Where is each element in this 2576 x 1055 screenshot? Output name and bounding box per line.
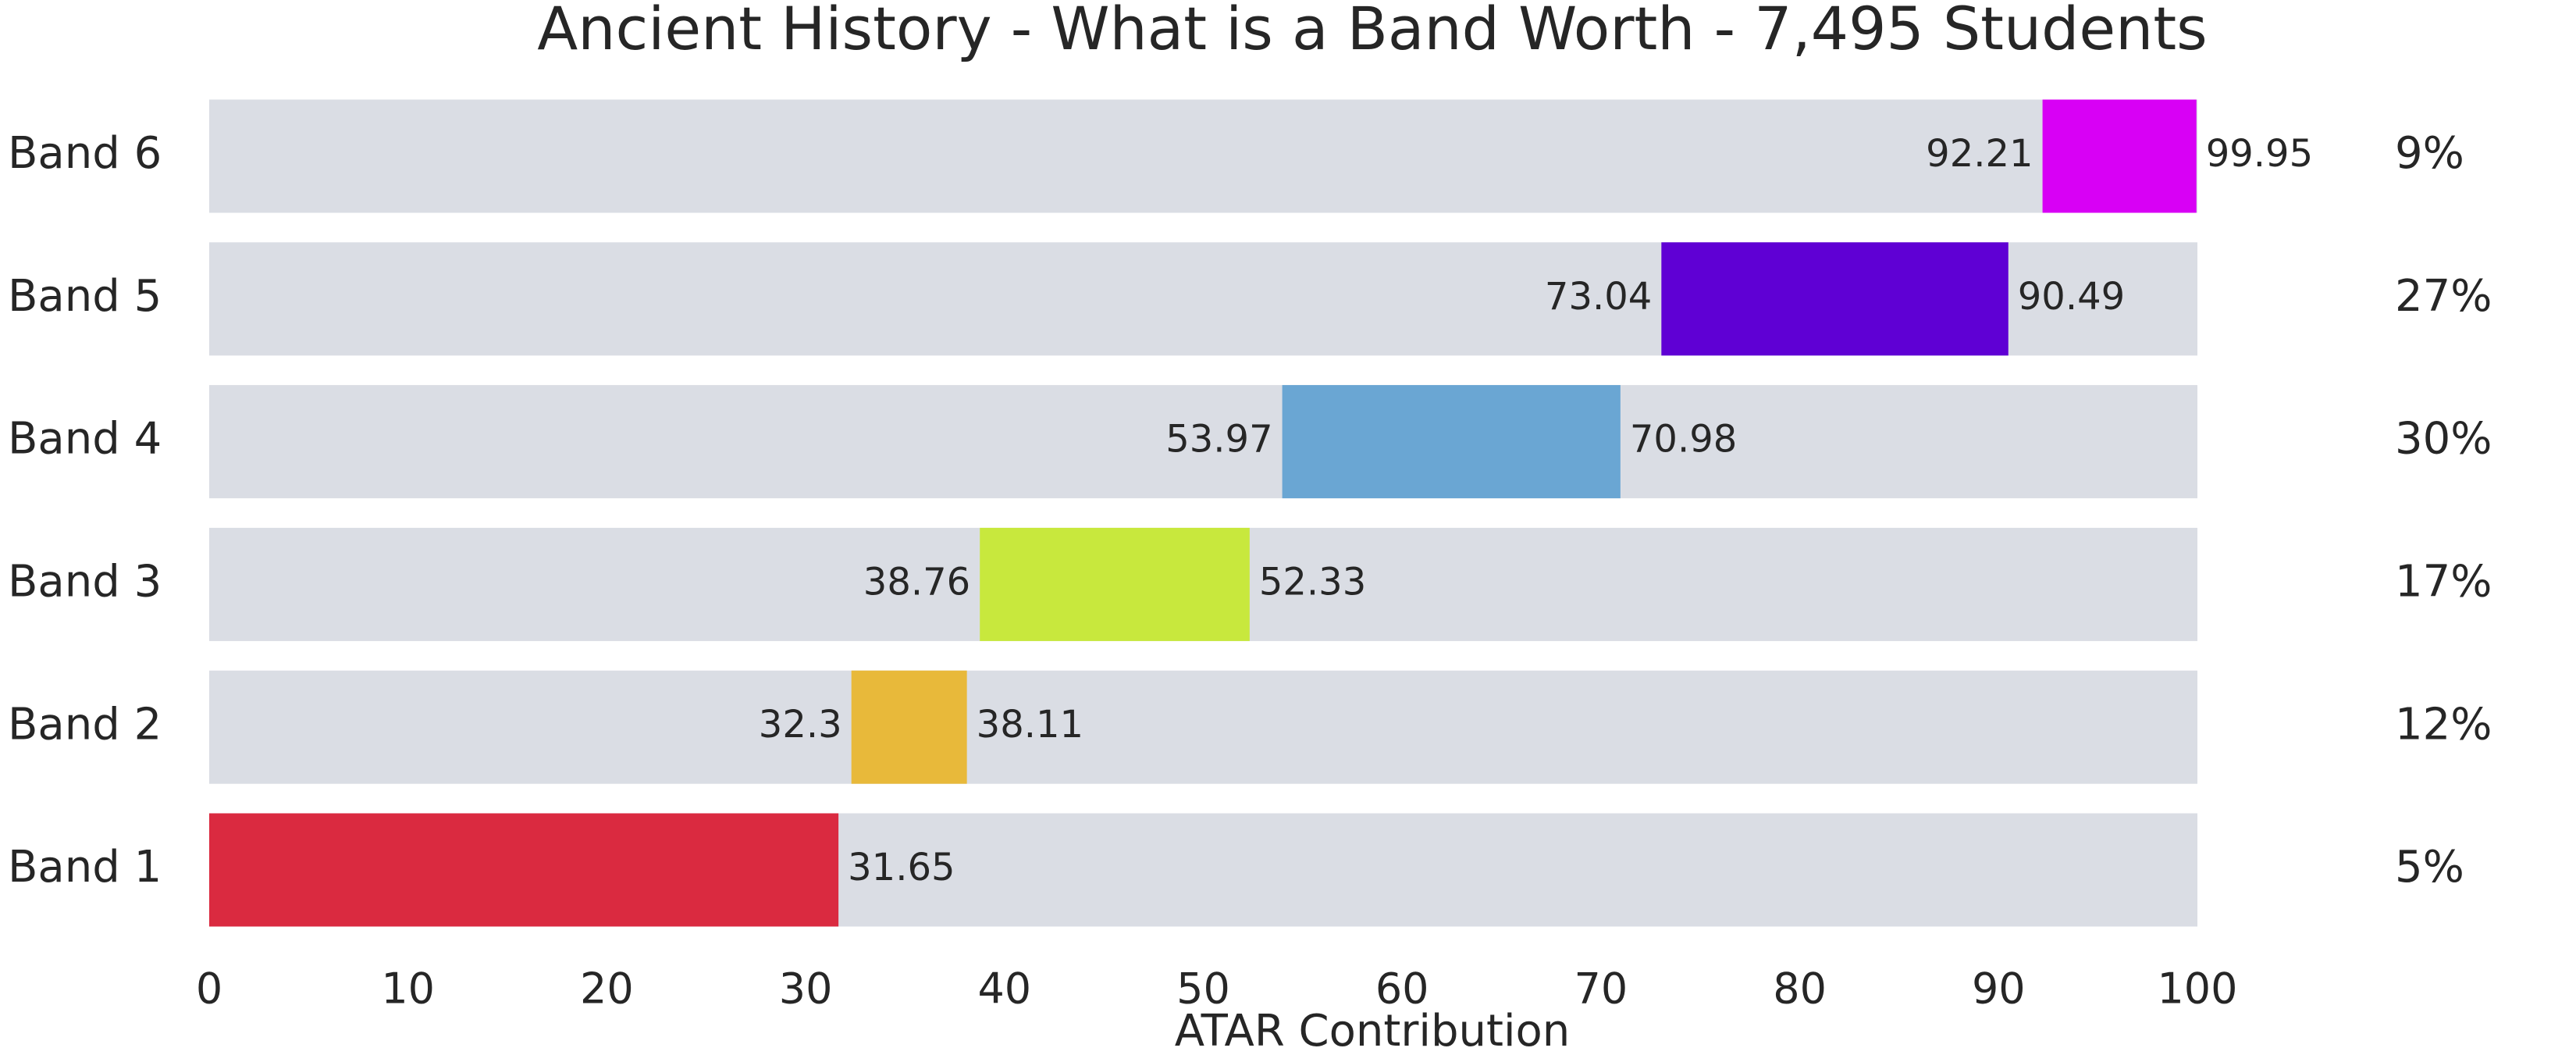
chart-title: Ancient History - What is a Band Worth -… (537, 0, 2207, 63)
bar-start-label: 32.3 (759, 703, 842, 747)
bar-end-label: 52.33 (1259, 560, 1366, 604)
bar-end-label: 70.98 (1630, 418, 1737, 462)
y-tick-label: Band 1 (8, 842, 162, 893)
bar-start-label: 38.76 (863, 560, 970, 604)
y-tick-label: Band 2 (8, 699, 162, 750)
y-tick-label: Band 6 (8, 128, 162, 179)
bar (209, 813, 839, 927)
x-tick-label: 40 (977, 964, 1031, 1014)
bar (1661, 242, 2008, 356)
x-tick-label: 80 (1773, 964, 1827, 1014)
share-label: 12% (2395, 699, 2492, 750)
bar-end-label: 99.95 (2206, 132, 2313, 176)
bar-end-label: 38.11 (977, 703, 1083, 747)
bar (1282, 385, 1621, 499)
x-tick-label: 70 (1574, 964, 1628, 1014)
x-tick-label: 30 (779, 964, 833, 1014)
bar-end-label: 90.49 (2018, 275, 2125, 319)
share-label: 30% (2395, 414, 2492, 465)
share-label: 9% (2395, 128, 2464, 179)
x-tick-label: 90 (1972, 964, 2026, 1014)
y-tick-label: Band 4 (8, 414, 162, 465)
bar-track (209, 670, 2197, 784)
bar-start-label: 73.04 (1545, 275, 1652, 319)
y-tick-label: Band 3 (8, 557, 162, 608)
x-tick-label: 0 (196, 964, 222, 1014)
bar-start-label: 53.97 (1165, 418, 1272, 462)
share-label: 5% (2395, 842, 2464, 893)
x-tick-label: 20 (580, 964, 634, 1014)
bar (2042, 99, 2197, 213)
x-tick-label: 60 (1375, 964, 1429, 1014)
bar-track (209, 385, 2197, 499)
x-tick-label: 10 (381, 964, 435, 1014)
x-axis-label: ATAR Contribution (1175, 1006, 1571, 1055)
share-label: 17% (2395, 557, 2492, 608)
x-tick-label: 100 (2157, 964, 2237, 1014)
bar-end-label: 31.65 (848, 846, 955, 889)
share-label: 27% (2395, 271, 2492, 322)
x-tick-label: 50 (1176, 964, 1230, 1014)
y-tick-label: Band 5 (8, 271, 162, 322)
bar (980, 527, 1250, 641)
bar (851, 670, 967, 784)
bar-track (209, 99, 2197, 213)
bar-start-label: 92.21 (1926, 132, 2033, 176)
